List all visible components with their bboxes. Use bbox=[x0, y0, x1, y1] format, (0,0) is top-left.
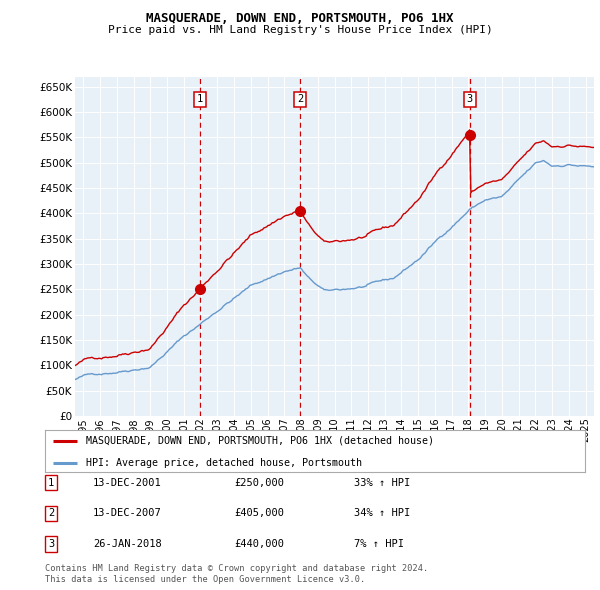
Text: Contains HM Land Registry data © Crown copyright and database right 2024.: Contains HM Land Registry data © Crown c… bbox=[45, 565, 428, 573]
Text: 33% ↑ HPI: 33% ↑ HPI bbox=[354, 478, 410, 487]
Text: 1: 1 bbox=[197, 94, 203, 104]
Text: 1: 1 bbox=[48, 478, 54, 487]
Text: 13-DEC-2001: 13-DEC-2001 bbox=[93, 478, 162, 487]
Text: This data is licensed under the Open Government Licence v3.0.: This data is licensed under the Open Gov… bbox=[45, 575, 365, 584]
Text: £440,000: £440,000 bbox=[234, 539, 284, 549]
Text: 7% ↑ HPI: 7% ↑ HPI bbox=[354, 539, 404, 549]
Text: Price paid vs. HM Land Registry's House Price Index (HPI): Price paid vs. HM Land Registry's House … bbox=[107, 25, 493, 35]
Text: 3: 3 bbox=[48, 539, 54, 549]
Text: 13-DEC-2007: 13-DEC-2007 bbox=[93, 509, 162, 518]
Text: 34% ↑ HPI: 34% ↑ HPI bbox=[354, 509, 410, 518]
Text: 3: 3 bbox=[466, 94, 473, 104]
Text: MASQUERADE, DOWN END, PORTSMOUTH, PO6 1HX (detached house): MASQUERADE, DOWN END, PORTSMOUTH, PO6 1H… bbox=[86, 436, 433, 446]
Text: £250,000: £250,000 bbox=[234, 478, 284, 487]
Text: £405,000: £405,000 bbox=[234, 509, 284, 518]
Text: MASQUERADE, DOWN END, PORTSMOUTH, PO6 1HX: MASQUERADE, DOWN END, PORTSMOUTH, PO6 1H… bbox=[146, 12, 454, 25]
Text: 2: 2 bbox=[297, 94, 304, 104]
Text: HPI: Average price, detached house, Portsmouth: HPI: Average price, detached house, Port… bbox=[86, 458, 361, 468]
Text: 26-JAN-2018: 26-JAN-2018 bbox=[93, 539, 162, 549]
Text: 2: 2 bbox=[48, 509, 54, 518]
